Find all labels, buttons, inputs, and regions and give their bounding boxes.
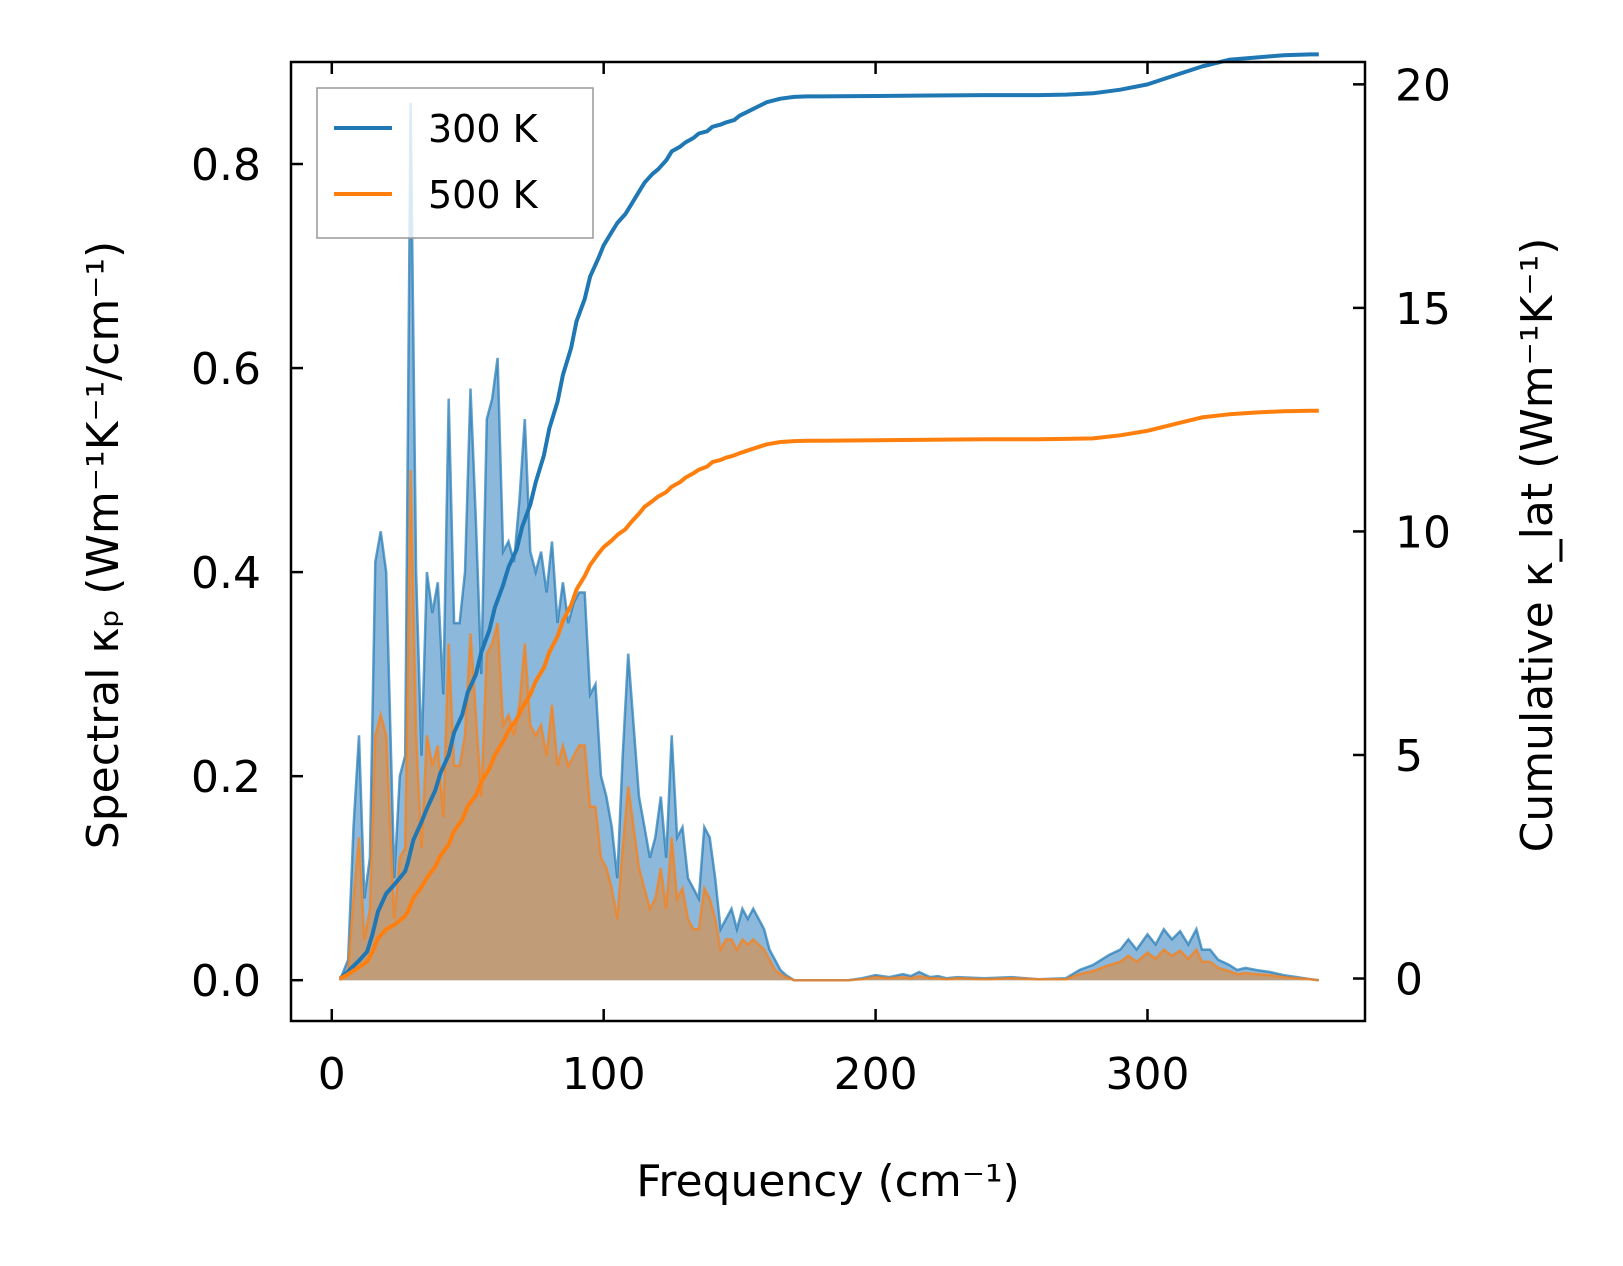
spectral-area-500k (339, 470, 1319, 981)
cumulative-line-500k (339, 408, 1319, 981)
left-y-tick-label: 0.8 (191, 140, 261, 191)
legend-label-300k: 300 K (428, 107, 539, 151)
plot-frame (289, 60, 1367, 1023)
right-y-tick-label: 0 (1395, 955, 1423, 1006)
series-lines (338, 52, 1319, 981)
right-y-tick-label: 10 (1395, 507, 1451, 558)
spectral-line-500k (338, 470, 1319, 982)
left-y-tick-label: 0.2 (191, 752, 261, 803)
legend-label-500k: 500 K (428, 173, 539, 217)
spectral-line-300k (338, 102, 1319, 982)
right-y-tick-label: 20 (1395, 60, 1451, 111)
right-y-tick-label: 5 (1395, 731, 1423, 782)
legend-box (316, 87, 594, 239)
x-tick-label: 200 (834, 1049, 918, 1100)
left-y-tick-label: 0.6 (191, 344, 261, 395)
right-y-axis-label: Cumulative κ_lat (Wm⁻¹K⁻¹) (1512, 238, 1563, 853)
axis-ticks: 0 100 200 300 0.0 0.2 0.4 0.6 0.8 0 5 10 15 20 (191, 60, 1451, 1100)
cumulative-line-300k (338, 52, 1319, 981)
x-tick-label: 300 (1105, 1049, 1189, 1100)
spectral-fills (338, 102, 1319, 982)
left-y-tick-label: 0.0 (191, 956, 261, 1007)
left-y-tick-label: 0.4 (191, 548, 261, 599)
left-y-axis-label: Spectral κₚ (Wm⁻¹K⁻¹/cm⁻¹) (78, 241, 129, 849)
x-tick-label: 0 (318, 1049, 346, 1100)
legend: 300 K 500 K (316, 87, 594, 239)
right-y-tick-label: 15 (1395, 284, 1451, 335)
x-tick-label: 100 (562, 1049, 646, 1100)
x-axis-label: Frequency (cm⁻¹) (636, 1156, 1020, 1207)
